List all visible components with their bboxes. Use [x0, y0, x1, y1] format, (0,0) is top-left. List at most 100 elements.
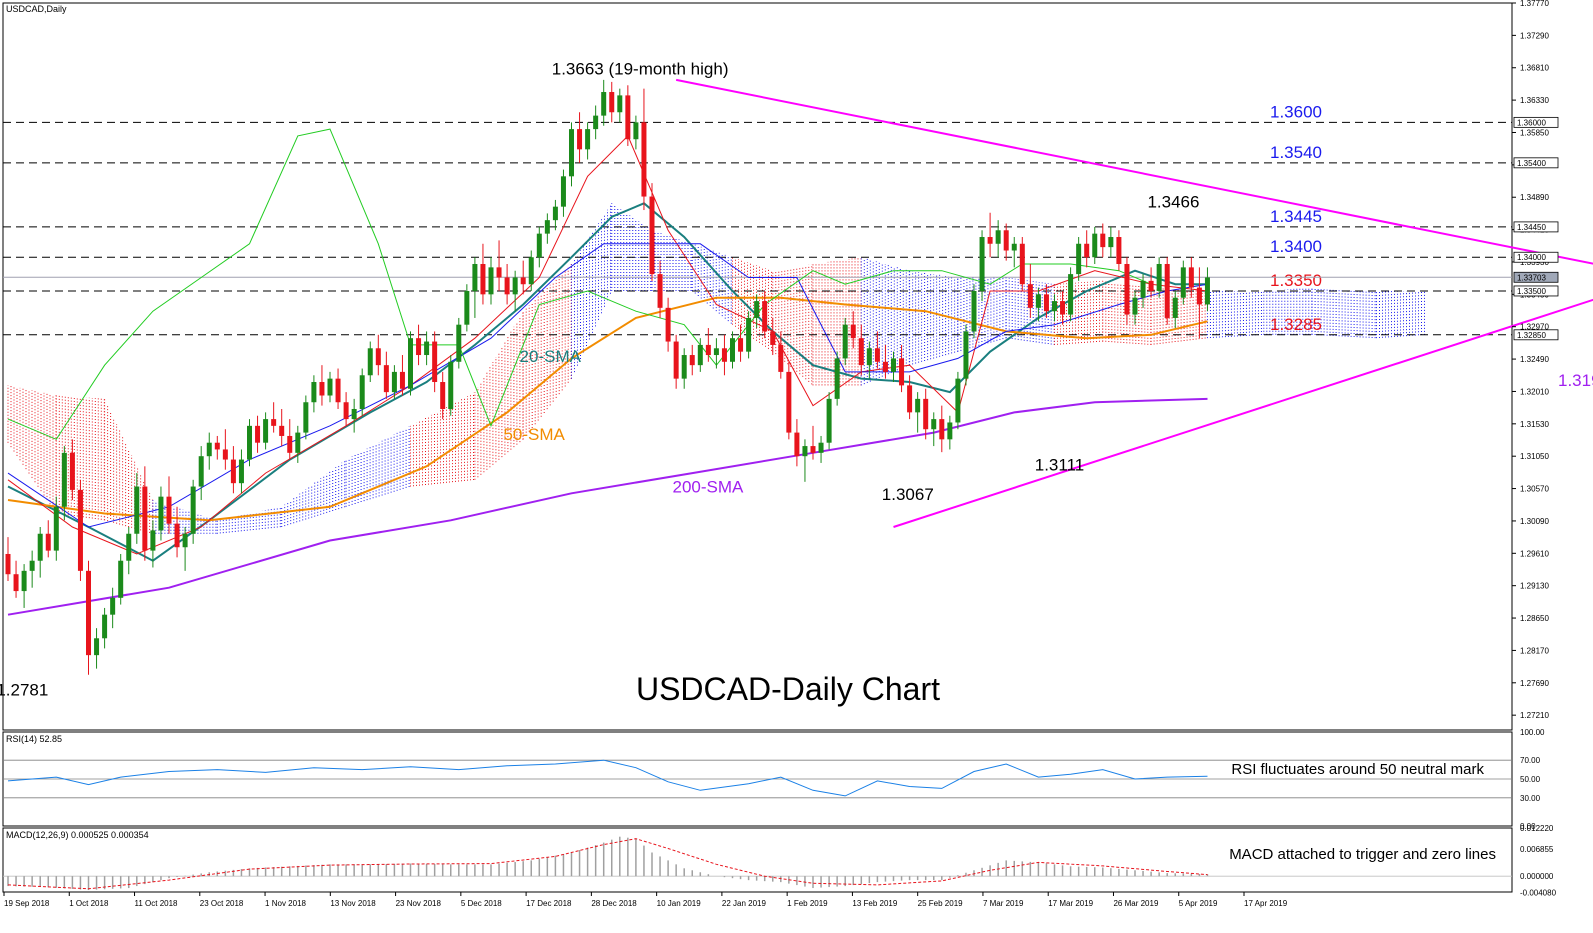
candle-body	[279, 426, 284, 436]
candle-body	[963, 331, 968, 378]
chart-annotation: 200-SMA	[673, 478, 745, 497]
candle-body	[1020, 244, 1025, 284]
y-tick-label: 1.36810	[1520, 64, 1549, 73]
level-label: 1.3400	[1270, 237, 1322, 256]
price-box-label: 1.34000	[1517, 253, 1546, 262]
candle-body	[1036, 294, 1041, 307]
x-tick-label: 17 Apr 2019	[1244, 899, 1288, 908]
candle-body	[384, 365, 389, 392]
y-tick-label: 1.31050	[1520, 452, 1549, 461]
y-tick-label: 1.34890	[1520, 193, 1549, 202]
candle-body	[22, 571, 27, 591]
candle-body	[802, 446, 807, 456]
candle-body	[1052, 301, 1057, 311]
candle-body	[1004, 230, 1009, 250]
candle-body	[553, 207, 558, 220]
candle-body	[191, 487, 196, 534]
candle-body	[295, 433, 300, 453]
candle-body	[199, 456, 204, 486]
price-box-label: 1.36000	[1517, 118, 1546, 127]
candle-body	[545, 220, 550, 233]
candle-body	[247, 426, 252, 460]
candle-body	[851, 325, 856, 338]
candle-body	[754, 301, 759, 318]
symbol-label: USDCAD,Daily	[6, 4, 67, 14]
candle-body	[408, 338, 413, 389]
rsi-tick-label: 70.00	[1520, 756, 1541, 765]
candle-body	[142, 487, 147, 551]
level-label: 1.3600	[1270, 102, 1322, 121]
candle-body	[480, 264, 485, 294]
x-tick-label: 13 Nov 2018	[330, 899, 376, 908]
x-tick-label: 1 Oct 2018	[69, 899, 109, 908]
candle-body	[650, 197, 655, 275]
candle-body	[126, 534, 131, 561]
y-tick-label: 1.32010	[1520, 387, 1549, 396]
candle-body	[1133, 298, 1138, 315]
candle-body	[1181, 267, 1186, 297]
y-tick-label: 1.30570	[1520, 485, 1549, 494]
price-box-label: 1.35400	[1517, 159, 1546, 168]
candle-body	[1060, 301, 1065, 314]
y-tick-label: 1.31530	[1520, 420, 1549, 429]
x-tick-label: 23 Oct 2018	[200, 899, 244, 908]
candle-body	[1012, 244, 1017, 251]
candle-body	[529, 257, 534, 284]
candle-body	[497, 267, 502, 277]
level-label: 1.3350	[1270, 271, 1322, 290]
candle-body	[666, 308, 671, 342]
candle-body	[271, 419, 276, 426]
candle-body	[215, 443, 220, 450]
macd-tick-label: 0.006855	[1520, 845, 1554, 854]
candle-body	[110, 598, 115, 615]
chart-annotation: 1.2781	[0, 681, 48, 700]
candle-body	[70, 453, 75, 490]
candle-body	[102, 615, 107, 639]
candle-body	[400, 372, 405, 389]
candle-body	[778, 345, 783, 372]
candle-body	[682, 355, 687, 379]
candle-body	[432, 342, 437, 382]
candle-body	[907, 385, 912, 412]
candle-body	[30, 561, 35, 571]
candle-body	[1189, 267, 1194, 287]
y-tick-label: 1.30090	[1520, 517, 1549, 526]
candle-body	[328, 379, 333, 396]
x-tick-label: 1 Nov 2018	[265, 899, 306, 908]
candle-body	[150, 530, 155, 550]
y-tick-label: 1.32490	[1520, 355, 1549, 364]
candle-body	[1084, 244, 1089, 257]
candle-body	[464, 291, 469, 325]
candle-body	[1116, 237, 1121, 264]
candle-body	[770, 331, 775, 344]
candle-body	[537, 234, 542, 258]
chart-annotation: 1.3466	[1147, 192, 1199, 211]
y-tick-label: 1.37290	[1520, 31, 1549, 40]
candle-body	[617, 95, 622, 112]
candle-body	[336, 379, 341, 403]
macd-tick-label: 0.012220	[1520, 824, 1554, 833]
candle-body	[827, 399, 832, 443]
candle-body	[923, 399, 928, 429]
candle-body	[899, 358, 904, 385]
candle-body	[1124, 264, 1129, 315]
candle-body	[714, 348, 719, 355]
candle-body	[585, 129, 590, 149]
candle-body	[231, 460, 236, 484]
candle-body	[392, 372, 397, 392]
candle-body	[875, 348, 880, 361]
candle-body	[167, 497, 172, 524]
candle-body	[698, 345, 703, 365]
candle-body	[883, 362, 888, 372]
candle-body	[835, 358, 840, 398]
candle-body	[794, 433, 799, 457]
x-tick-label: 5 Dec 2018	[461, 899, 502, 908]
candle-body	[730, 338, 735, 362]
candle-body	[54, 507, 59, 551]
candle-body	[376, 348, 381, 365]
candle-body	[859, 338, 864, 365]
candle-body	[1157, 264, 1162, 291]
y-tick-label: 1.29610	[1520, 549, 1549, 558]
candle-body	[569, 129, 574, 176]
candle-body	[6, 554, 11, 574]
